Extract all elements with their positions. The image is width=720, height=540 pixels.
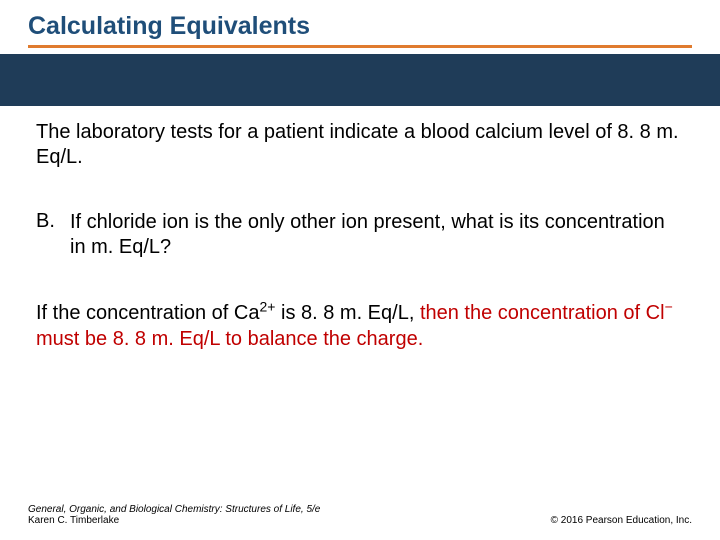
- question-text: If chloride ion is the only other ion pr…: [70, 210, 684, 260]
- intro-text: The laboratory tests for a patient indic…: [36, 120, 684, 170]
- question-label: B.: [36, 210, 70, 260]
- question-row: B. If chloride ion is the only other ion…: [36, 210, 684, 260]
- footer-author: Karen C. Timberlake: [28, 515, 320, 526]
- slide-title: Calculating Equivalents: [28, 12, 692, 41]
- answer-text: If the concentration of Ca2+ is 8. 8 m. …: [36, 300, 684, 352]
- title-underline: [28, 45, 692, 48]
- footer-book: General, Organic, and Biological Chemist…: [28, 504, 320, 515]
- answer-highlight1: then the concentration of Cl: [420, 302, 665, 324]
- answer-highlight2: must be 8. 8 m. Eq/L to balance the char…: [36, 328, 423, 350]
- header-band: [0, 54, 720, 106]
- calcium-charge: 2+: [259, 298, 275, 314]
- chloride-charge: −: [665, 298, 673, 314]
- footer-left: General, Organic, and Biological Chemist…: [28, 504, 320, 526]
- answer-mid1: is 8. 8 m. Eq/L,: [275, 302, 420, 324]
- footer: General, Organic, and Biological Chemist…: [0, 504, 720, 526]
- footer-copyright: © 2016 Pearson Education, Inc.: [551, 515, 692, 526]
- answer-pre1: If the concentration of Ca: [36, 302, 259, 324]
